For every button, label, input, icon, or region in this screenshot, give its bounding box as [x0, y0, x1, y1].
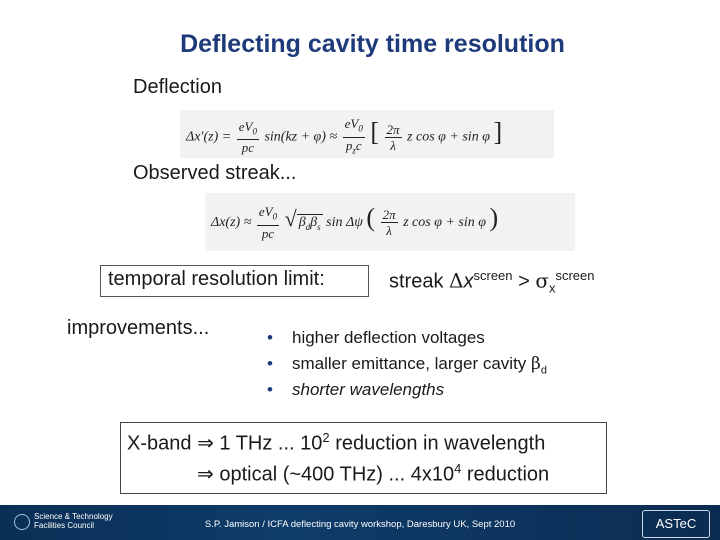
stfc-logo: Science & Technology Facilities Council	[14, 512, 113, 530]
eq1-mid: sin(kz + φ) ≈	[264, 129, 338, 145]
streak-equation: Δx(z) ≈ eV0 pc √ βdβs sin Δψ ( 2π λ z cos…	[205, 193, 575, 251]
improvements-label: improvements...	[67, 317, 210, 339]
footer-text: S.P. Jamison / ICFA deflecting cavity wo…	[204, 519, 516, 530]
eq1-open-bracket: [	[370, 117, 380, 147]
eq2-sin-psi: sin Δψ	[326, 215, 363, 230]
eq2-open-paren: (	[366, 203, 376, 232]
improvements-list: • higher deflection voltages • smaller emi…	[267, 325, 547, 403]
slide-title: Deflecting cavity time resolution	[180, 30, 565, 58]
streak-condition: streak Δxscreen > σxscreen	[389, 268, 595, 296]
eq2-frac3: 2π λ	[380, 207, 398, 239]
eq2-frac1: eV0 pc	[256, 204, 280, 242]
eq2-close-paren: )	[489, 203, 499, 232]
deflection-label: Deflection	[133, 76, 222, 98]
stfc-emblem-icon	[14, 514, 30, 530]
bullet-higher-voltages: • higher deflection voltages	[267, 328, 485, 347]
xband-line-1: X-band ⇒ 1 THz ... 102 reduction in wave…	[127, 430, 546, 455]
eq2-lhs: Δx(z) ≈	[211, 215, 252, 230]
xband-line-2: ⇒ optical (~400 THz) ... 4x104 reduction	[197, 461, 550, 486]
limit-label: temporal resolution limit:	[108, 268, 325, 290]
eq1-frac2: eV0 pzc	[342, 116, 365, 156]
eq1-frac1: eV0 pc	[236, 118, 259, 156]
eq1-rhs: z cos φ + sin φ	[407, 129, 490, 145]
eq2-rhs: z cos φ + sin φ	[403, 215, 486, 230]
xband-summary-box	[120, 422, 607, 494]
bullet-shorter-wavelengths: • shorter wavelengths	[267, 380, 445, 399]
sqrt-symbol: √	[284, 206, 297, 231]
observed-streak-label: Observed streak...	[133, 162, 297, 184]
eq1-frac3: 2π λ	[384, 121, 402, 153]
limit-box	[100, 265, 369, 297]
sqrt-content: βdβs	[296, 214, 323, 232]
footer-bar	[0, 505, 720, 540]
eq1-close-bracket: ]	[493, 117, 503, 147]
deflection-equation: Δx′(z) = eV0 pc sin(kz + φ) ≈ eV0 pzc [ …	[180, 110, 554, 158]
eq1-lhs: Δx′(z) =	[186, 129, 232, 145]
astec-logo: ASTeC	[642, 510, 710, 538]
bullet-smaller-emittance: • smaller emittance, larger cavity βd	[267, 354, 547, 377]
